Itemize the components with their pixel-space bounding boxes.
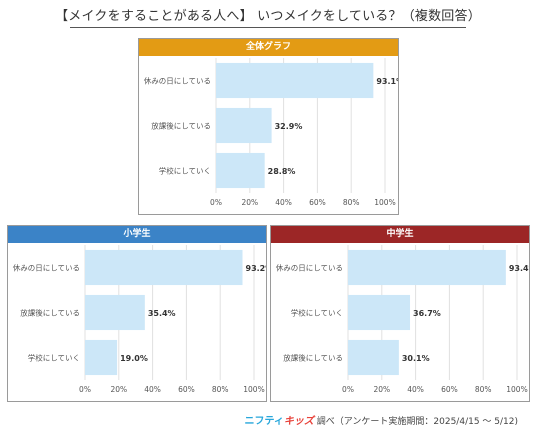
category-label: 休みの日にしている xyxy=(144,76,211,86)
x-tick-label: 40% xyxy=(407,385,424,394)
elementary-chart: 0% 20% 40% 60% 80% 100% 休みの日にしている 93.2% 放課後にしている… xyxy=(13,245,266,394)
category-label: 休みの日にしている xyxy=(13,263,80,273)
bar xyxy=(216,152,265,189)
overall-chart-panel: 全体グラフ 0% 20% 40% 60% 80% 100% 休みの日にしている 93.1% 放課… xyxy=(138,38,399,215)
source-footer: ニフティキッズ 調べ（アンケート実施期間：2025/4/15 ～ 5/12) xyxy=(245,412,519,427)
category-label: 放課後にしている xyxy=(20,308,80,318)
value-label: 32.9% xyxy=(275,122,303,131)
x-tick-label: 100% xyxy=(374,198,395,207)
bar xyxy=(348,339,399,376)
x-tick-label: 20% xyxy=(373,385,390,394)
junior-high-chart: 0% 20% 40% 60% 80% 100% 休みの日にしている 93.4% 学校にしていく 3… xyxy=(276,245,529,394)
title-divider xyxy=(70,27,466,28)
x-tick-label: 40% xyxy=(144,385,161,394)
value-label: 93.1% xyxy=(376,77,398,86)
junior-high-chart-title: 中学生 xyxy=(271,226,529,243)
x-tick-label: 80% xyxy=(212,385,229,394)
brand-name-part1: ニフティ xyxy=(244,416,284,427)
value-label: 93.2% xyxy=(246,264,266,273)
elementary-chart-title: 小学生 xyxy=(8,226,266,243)
bar xyxy=(348,294,411,331)
x-tick-label: 80% xyxy=(475,385,492,394)
x-tick-label: 20% xyxy=(241,198,258,207)
x-tick-label: 100% xyxy=(506,385,527,394)
x-tick-label: 20% xyxy=(110,385,127,394)
bar xyxy=(216,62,374,99)
overall-chart-title: 全体グラフ xyxy=(139,39,398,56)
value-label: 35.4% xyxy=(148,309,176,318)
footer-text: 調べ（アンケート実施期間：2025/4/15 ～ 5/12) xyxy=(313,417,518,427)
junior-high-chart-panel: 中学生 0% 20% 40% 60% 80% 100% 休みの日にしている 93.4% 学校にし… xyxy=(270,225,530,402)
x-tick-label: 0% xyxy=(79,385,91,394)
bar xyxy=(85,339,118,376)
x-tick-label: 0% xyxy=(342,385,354,394)
value-label: 36.7% xyxy=(413,309,441,318)
bar xyxy=(216,107,272,144)
x-tick-label: 60% xyxy=(441,385,458,394)
brand-name-part2: キッズ xyxy=(283,416,314,427)
bar xyxy=(348,249,506,286)
bar xyxy=(85,294,145,331)
x-tick-label: 0% xyxy=(210,198,222,207)
category-label: 放課後にしている xyxy=(151,121,211,131)
value-label: 28.8% xyxy=(268,167,296,176)
value-label: 19.0% xyxy=(120,354,148,363)
value-label: 30.1% xyxy=(402,354,430,363)
page-title: 【メイクをすることがある人へ】 いつメイクをしている？（複数回答） xyxy=(55,9,481,24)
x-tick-label: 100% xyxy=(243,385,264,394)
x-tick-label: 60% xyxy=(309,198,326,207)
elementary-chart-panel: 小学生 0% 20% 40% 60% 80% 100% 休みの日にしている 93.2% 放課後に… xyxy=(7,225,267,402)
x-tick-label: 40% xyxy=(275,198,292,207)
category-label: 学校にしていく xyxy=(28,353,80,363)
overall-chart: 0% 20% 40% 60% 80% 100% 休みの日にしている 93.1% 放課後にしている… xyxy=(144,58,398,207)
x-tick-label: 80% xyxy=(343,198,360,207)
x-tick-label: 60% xyxy=(178,385,195,394)
category-label: 学校にしていく xyxy=(291,308,343,318)
category-label: 放課後にしている xyxy=(283,353,343,363)
category-label: 学校にしていく xyxy=(159,166,211,176)
bar xyxy=(85,249,243,286)
category-label: 休みの日にしている xyxy=(276,263,343,273)
value-label: 93.4% xyxy=(509,264,529,273)
